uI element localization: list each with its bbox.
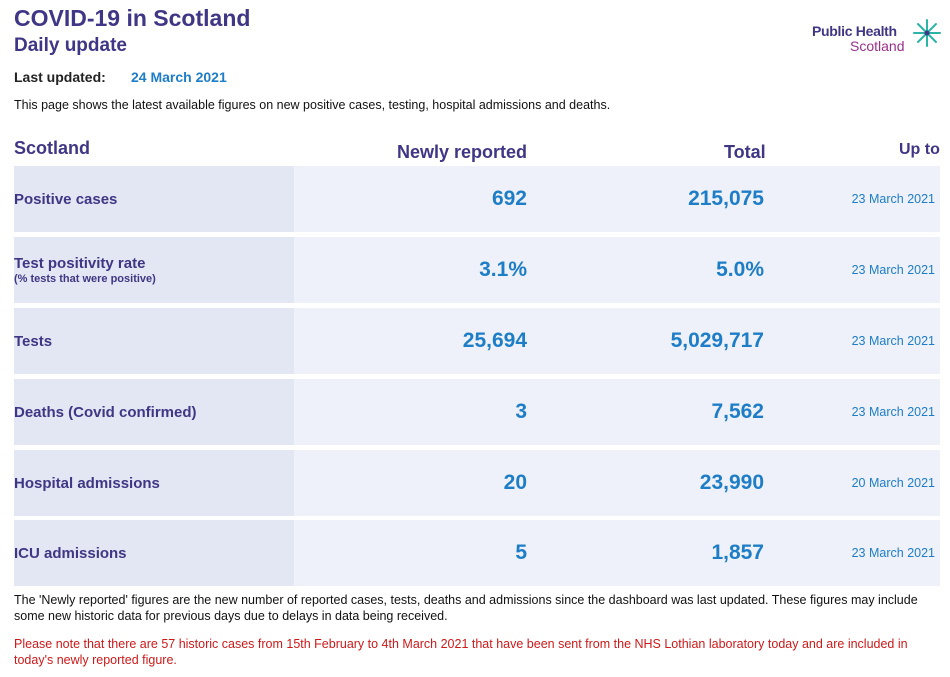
total-value: 5.0% bbox=[716, 258, 764, 281]
newly-reported-value: 20 bbox=[503, 471, 527, 494]
up-to-date: 20 March 2021 bbox=[851, 476, 935, 490]
last-updated-date: 24 March 2021 bbox=[131, 69, 227, 85]
newly-reported-value: 5 bbox=[515, 541, 527, 564]
row-label: Positive cases bbox=[14, 166, 117, 232]
newly-reported-value: 3 bbox=[515, 400, 527, 423]
newly-reported-value: 25,694 bbox=[462, 329, 527, 352]
row-label: Tests bbox=[14, 308, 52, 374]
row-label-cell bbox=[14, 450, 294, 516]
row-label-cell bbox=[14, 520, 294, 586]
table-row-deaths: Deaths (Covid confirmed) 3 7,562 23 Marc… bbox=[14, 379, 940, 445]
intro-text: This page shows the latest available fig… bbox=[14, 98, 611, 112]
total-value: 7,562 bbox=[711, 400, 764, 423]
warning-text: Please note that there are 57 historic c… bbox=[14, 637, 908, 667]
column-header-region: Scotland bbox=[14, 138, 91, 158]
row-label-text: Positive cases bbox=[14, 190, 118, 208]
table-row-icu-admissions: ICU admissions 5 1,857 23 March 2021 bbox=[14, 520, 940, 586]
row-label-text: Deaths (Covid confirmed) bbox=[14, 403, 197, 421]
row-label: Hospital admissions bbox=[14, 450, 160, 516]
row-label-text: Tests bbox=[14, 332, 53, 350]
page-subtitle: Daily update bbox=[14, 35, 127, 56]
total-value: 215,075 bbox=[688, 187, 764, 210]
up-to-date: 23 March 2021 bbox=[851, 263, 935, 277]
up-to-date: 23 March 2021 bbox=[851, 546, 935, 560]
row-label-text: Hospital admissions bbox=[14, 474, 160, 492]
logo-text-line2: Scotland bbox=[850, 38, 905, 54]
row-label-cell bbox=[14, 237, 294, 303]
table-row-tests: Tests 25,694 5,029,717 23 March 2021 bbox=[14, 308, 940, 374]
table-row-positive-cases: Positive cases 692 215,075 23 March 2021 bbox=[14, 166, 940, 232]
row-label: ICU admissions bbox=[14, 520, 127, 586]
page-title: COVID-19 in Scotland bbox=[14, 5, 251, 31]
row-label: Test positivity rate (% tests that were … bbox=[14, 237, 156, 303]
last-updated-label: Last updated: bbox=[14, 69, 106, 85]
newly-reported-value: 3.1% bbox=[479, 258, 527, 281]
total-value: 1,857 bbox=[711, 541, 764, 564]
row-label-text: ICU admissions bbox=[14, 544, 127, 562]
column-header-total: Total bbox=[724, 142, 766, 162]
table-row-hospital-admissions: Hospital admissions 20 23,990 20 March 2… bbox=[14, 450, 940, 516]
row-label-text: Test positivity rate bbox=[14, 255, 146, 272]
total-value: 23,990 bbox=[699, 471, 764, 494]
table-row-test-positivity: Test positivity rate (% tests that were … bbox=[14, 237, 940, 303]
row-label-cell bbox=[14, 308, 294, 374]
star-icon bbox=[913, 19, 941, 47]
total-value: 5,029,717 bbox=[670, 329, 764, 352]
up-to-date: 23 March 2021 bbox=[851, 405, 935, 419]
row-label: Deaths (Covid confirmed) bbox=[14, 379, 197, 445]
row-sublabel-text: (% tests that were positive) bbox=[14, 273, 156, 285]
up-to-date: 23 March 2021 bbox=[851, 192, 935, 206]
logo-text-line1: Public Health bbox=[812, 23, 897, 39]
newly-reported-value: 692 bbox=[491, 187, 527, 210]
footnote-text: The 'Newly reported' figures are the new… bbox=[14, 593, 918, 623]
up-to-date: 23 March 2021 bbox=[851, 334, 935, 348]
row-label-cell bbox=[14, 379, 294, 445]
row-label-cell bbox=[14, 166, 294, 232]
public-health-scotland-logo[interactable]: Public Health Scotland bbox=[812, 18, 944, 58]
column-header-up-to: Up to bbox=[899, 141, 940, 158]
column-header-newly-reported: Newly reported bbox=[397, 142, 528, 162]
